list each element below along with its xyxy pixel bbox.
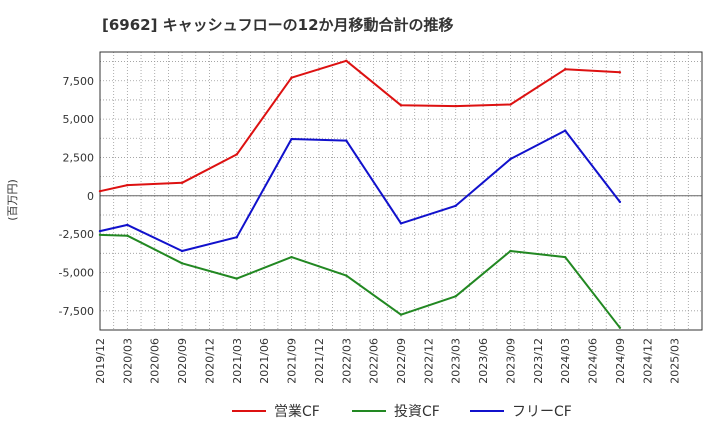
data-point-0-9 xyxy=(563,68,567,71)
data-point-2-7 xyxy=(454,204,457,207)
data-point-0-7 xyxy=(454,104,457,108)
y-tick-label: 2,500 xyxy=(63,151,95,164)
data-point-0-0 xyxy=(98,189,102,193)
data-point-2-4 xyxy=(290,137,293,141)
data-point-1-9 xyxy=(563,255,567,259)
data-point-0-2 xyxy=(180,181,184,184)
x-tick-label: 2020/06 xyxy=(149,338,162,384)
y-tick-label: 5,000 xyxy=(63,113,95,126)
legend: 営業CF 投資CF フリーCF xyxy=(232,404,572,420)
x-tick-label: 2021/03 xyxy=(231,338,244,384)
x-tick-label: 2019/12 xyxy=(94,338,107,384)
x-tick-label: 2021/09 xyxy=(286,338,299,384)
legend-label-2: フリーCF xyxy=(512,404,572,420)
y-tick-label: 7,500 xyxy=(63,75,95,88)
x-tick-label: 2023/09 xyxy=(504,338,517,384)
x-tick-label: 2023/12 xyxy=(532,338,545,384)
y-tick-label: -7,500 xyxy=(59,305,94,318)
data-point-2-8 xyxy=(509,157,512,161)
x-tick-label: 2022/03 xyxy=(340,338,353,384)
data-point-2-2 xyxy=(180,249,184,253)
x-tick-label: 2023/03 xyxy=(450,338,463,384)
x-tick-label: 2021/06 xyxy=(258,338,271,384)
data-point-1-1 xyxy=(126,234,129,237)
x-tick-label: 2024/12 xyxy=(641,338,654,384)
data-point-2-5 xyxy=(345,139,348,142)
x-tick-label: 2025/03 xyxy=(669,338,682,384)
legend-label-1: 投資CF xyxy=(394,404,440,420)
x-tick-label: 2020/12 xyxy=(203,338,216,384)
chart-title: [6962] キャッシュフローの12か月移動合計の推移 xyxy=(102,16,454,34)
y-tick-label: -2,500 xyxy=(59,228,94,241)
y-tick-label: 0 xyxy=(87,190,94,203)
data-point-1-8 xyxy=(509,249,512,253)
x-tick-label: 2024/09 xyxy=(614,338,627,384)
data-point-0-1 xyxy=(126,183,129,187)
data-point-1-6 xyxy=(399,313,403,316)
x-tick-label: 2023/06 xyxy=(477,338,490,384)
data-point-2-0 xyxy=(98,229,102,233)
data-point-2-1 xyxy=(126,223,129,227)
x-tick-label: 2024/03 xyxy=(559,338,572,384)
data-point-0-5 xyxy=(345,59,348,63)
data-point-1-5 xyxy=(345,274,348,277)
data-point-0-3 xyxy=(235,153,239,156)
data-point-0-6 xyxy=(399,104,403,107)
data-point-2-3 xyxy=(235,236,239,239)
data-point-1-10 xyxy=(618,326,622,329)
x-tick-label: 2020/09 xyxy=(176,338,189,384)
x-tick-label: 2022/09 xyxy=(395,338,408,384)
x-tick-label: 2020/03 xyxy=(121,338,134,384)
data-point-1-0 xyxy=(98,233,102,237)
plot-area: 7,500 5,000 2,500 0 -2,500 -5,000 -7,500 2019/1… xyxy=(59,51,703,384)
y-axis-label: (百万円) xyxy=(6,179,19,221)
data-point-2-10 xyxy=(618,200,622,204)
data-point-1-7 xyxy=(454,295,457,298)
data-point-0-8 xyxy=(509,103,512,106)
data-point-1-3 xyxy=(235,277,239,280)
data-point-1-4 xyxy=(290,255,293,259)
y-tick-label: -5,000 xyxy=(59,266,94,279)
data-point-0-10 xyxy=(618,71,622,74)
data-point-0-4 xyxy=(290,76,293,79)
x-tick-label: 2021/12 xyxy=(313,338,326,384)
x-tick-label: 2024/06 xyxy=(587,338,600,384)
legend-label-0: 営業CF xyxy=(274,404,320,420)
data-point-1-2 xyxy=(180,262,184,265)
data-point-2-6 xyxy=(399,222,403,225)
x-tick-label: 2022/12 xyxy=(422,338,435,384)
x-tick-label: 2022/06 xyxy=(368,338,381,384)
data-point-2-9 xyxy=(563,129,567,132)
